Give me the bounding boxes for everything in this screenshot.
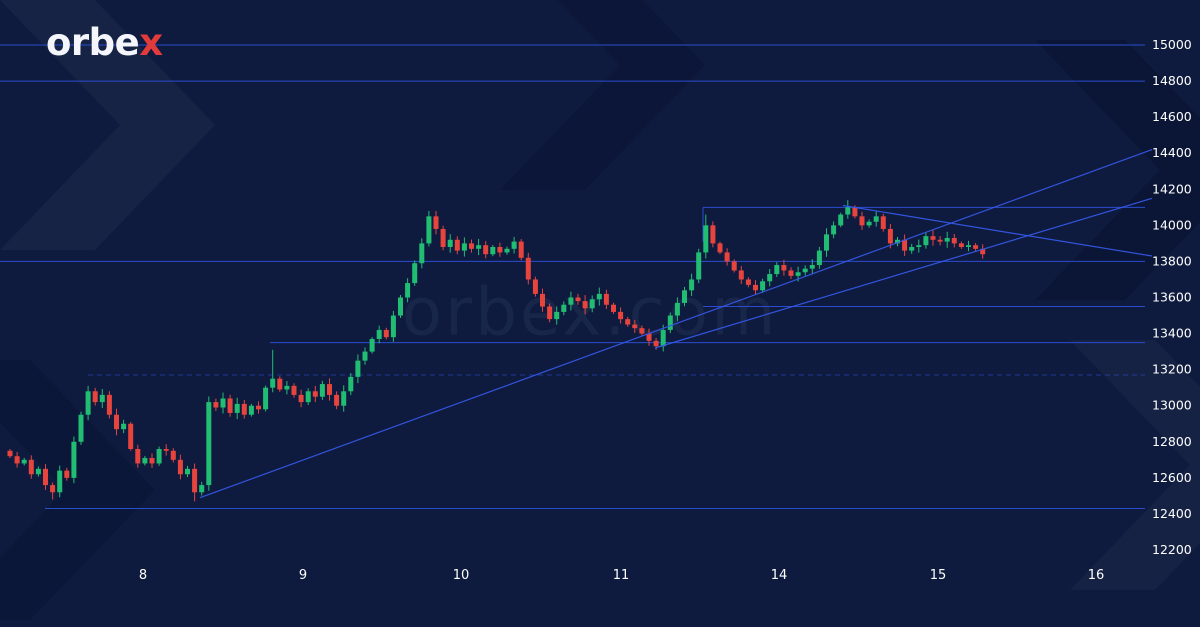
background-chevron-top-center <box>500 0 705 190</box>
svg-text:13600: 13600 <box>1152 290 1192 305</box>
x-axis-labels: 8 9 10 11 14 15 16 <box>139 568 1104 583</box>
svg-text:12200: 12200 <box>1152 542 1192 557</box>
svg-text:16: 16 <box>1088 568 1105 583</box>
svg-text:12800: 12800 <box>1152 434 1192 449</box>
background-chevron-bottom-left <box>0 360 155 620</box>
svg-text:14200: 14200 <box>1152 181 1192 196</box>
svg-text:14800: 14800 <box>1152 73 1192 88</box>
brand-logo-text: orbe <box>46 21 140 64</box>
svg-text:14400: 14400 <box>1152 145 1192 160</box>
svg-text:14000: 14000 <box>1152 217 1192 232</box>
candlesticks <box>7 200 986 502</box>
svg-text:13200: 13200 <box>1152 362 1192 377</box>
y-axis-labels: 15000 14800 14600 14400 14200 14000 13800 13600… <box>1152 37 1192 557</box>
svg-text:15: 15 <box>930 568 947 583</box>
svg-text:13800: 13800 <box>1152 253 1192 268</box>
svg-text:9: 9 <box>299 568 307 583</box>
svg-text:8: 8 <box>139 568 147 583</box>
svg-text:10: 10 <box>453 568 470 583</box>
trendlines <box>199 149 1153 499</box>
background-chevron-right-upper <box>1035 40 1200 300</box>
svg-text:12600: 12600 <box>1152 470 1192 485</box>
brand-logo: orbex <box>46 24 163 61</box>
brand-logo-accent: x <box>139 21 163 64</box>
support-resistance-lines <box>0 44 1145 510</box>
svg-text:14: 14 <box>771 568 788 583</box>
svg-text:11: 11 <box>613 568 630 583</box>
svg-text:13400: 13400 <box>1152 326 1192 341</box>
svg-text:13000: 13000 <box>1152 398 1192 413</box>
svg-text:14600: 14600 <box>1152 109 1192 124</box>
svg-text:15000: 15000 <box>1152 37 1192 52</box>
svg-text:12400: 12400 <box>1152 506 1192 521</box>
